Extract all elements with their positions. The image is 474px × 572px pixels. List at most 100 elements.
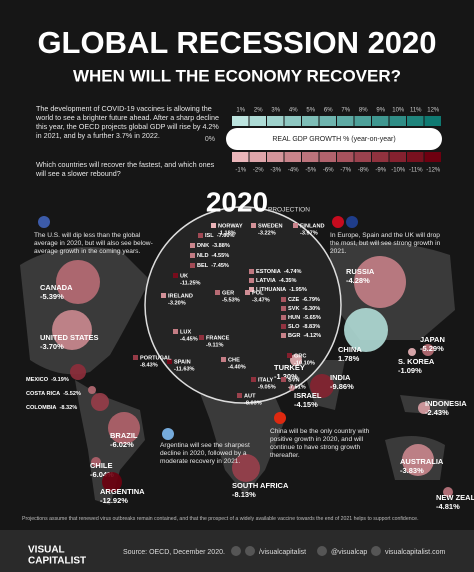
legend-cell — [249, 152, 266, 162]
country-label: BEL -7.45% — [197, 263, 229, 269]
country-swatch — [190, 243, 195, 248]
country-name: MEXICO — [26, 377, 49, 383]
country-value: -5.39% — [40, 292, 64, 301]
country-value: -1.18% — [218, 230, 236, 236]
instagram-icon — [317, 546, 327, 556]
legend-tick-label: -6% — [323, 168, 334, 174]
country — [108, 412, 140, 444]
twitter-icon — [245, 546, 255, 556]
legend-tick-label: 9% — [376, 108, 385, 114]
country-name: SWEDEN — [258, 223, 283, 229]
country-swatch — [173, 273, 178, 278]
legend-cell — [389, 152, 406, 162]
country — [56, 260, 100, 304]
legend-cell — [372, 116, 389, 126]
country — [52, 310, 92, 350]
country-name: NORWAY — [218, 223, 243, 229]
country-name: JAPAN — [420, 335, 445, 344]
country — [344, 308, 388, 352]
brand: VISUAL — [28, 545, 65, 556]
country-value: -9.05% — [258, 384, 276, 390]
legend-tick-label: -3% — [270, 168, 281, 174]
country-swatch — [287, 353, 292, 358]
country-name: CHINA — [338, 345, 362, 354]
country — [232, 454, 260, 482]
country-name: PORTUGAL — [140, 355, 172, 361]
country-value: -10.10% — [294, 360, 315, 366]
legend-tick-label: -11% — [409, 168, 423, 174]
country-name: CHE — [228, 357, 240, 363]
country-swatch — [173, 329, 178, 334]
country — [290, 354, 302, 366]
country-name: ISL — [205, 233, 214, 239]
legend-title: REAL GDP GROWTH % (year-on-year) — [272, 136, 395, 143]
legend-tick-label: 4% — [289, 108, 298, 114]
country — [88, 386, 96, 394]
legend-tick-label: -12% — [426, 168, 441, 174]
country-swatch — [249, 278, 254, 283]
country-value: -4.12% — [303, 333, 321, 339]
year: 2020 — [206, 186, 268, 217]
country-name: IRELAND — [168, 293, 193, 299]
country-name: SVK — [288, 306, 300, 312]
country-value: -7.45% — [211, 263, 229, 269]
legend-tick-label: 8% — [359, 108, 368, 114]
country-swatch — [211, 223, 216, 228]
country-name: TURKEY — [274, 363, 305, 372]
country-value: 1.78% — [338, 354, 360, 363]
country-name: BGR — [288, 333, 300, 339]
country-swatch — [249, 287, 254, 292]
legend-cell — [249, 116, 266, 126]
legend-cell — [424, 116, 441, 126]
country-label: COSTA RICA -5.52% — [26, 391, 81, 397]
country-name: SPAIN — [174, 359, 191, 365]
facebook-icon — [231, 546, 241, 556]
country-value: -12.92% — [100, 496, 128, 505]
footnote: Projections assume that renewed virus ou… — [22, 516, 419, 522]
country-label: NLD -4.55% — [197, 253, 229, 259]
country-value: -9.11% — [206, 342, 223, 348]
country-name: COSTA RICA — [26, 391, 60, 397]
legend-cell — [284, 116, 301, 126]
country-swatch — [281, 377, 286, 382]
country-name: CANADA — [40, 283, 73, 292]
country — [422, 344, 434, 356]
country-value: -6.04% — [90, 470, 114, 479]
projection: PROJECTION — [268, 207, 310, 214]
subtitle: WHEN WILL THE ECONOMY RECOVER? — [73, 66, 401, 85]
question: Which countries will recover the fastest… — [36, 160, 215, 178]
country — [443, 487, 453, 497]
country-value: -8.03% — [244, 400, 262, 406]
country — [102, 472, 122, 492]
legend-tick-label: -10% — [391, 168, 406, 174]
country-name: AUT — [244, 393, 256, 399]
note: In Europe, Spain and the UK will drop th… — [330, 232, 441, 255]
country — [418, 402, 430, 414]
country — [354, 256, 406, 308]
country-value: -4.55% — [212, 253, 230, 259]
country-swatch — [281, 315, 286, 320]
country-name: SOUTH AFRICA — [232, 481, 289, 490]
country-value: -8.32% — [59, 405, 77, 411]
country-label: SVK -6.30% — [288, 306, 320, 312]
country-value: -4.81% — [436, 502, 460, 511]
country-value: -9.19% — [51, 377, 69, 383]
country — [91, 457, 101, 467]
country-name: INDONESIA — [425, 399, 467, 408]
source: Source: OECD, December 2020. — [123, 549, 225, 556]
country-swatch — [199, 335, 204, 340]
legend-cell — [284, 152, 301, 162]
legend-cell — [372, 152, 389, 162]
legend-cell — [407, 152, 424, 162]
note: China will be the only country with posi… — [270, 428, 370, 459]
country-value: -8.13% — [232, 490, 256, 499]
country-name: FRANCE — [206, 335, 230, 341]
title: GLOBAL RECESSION 2020 — [37, 25, 436, 60]
country-swatch — [251, 223, 256, 228]
note: The U.S. will dip less than the global a… — [34, 232, 153, 255]
legend-tick-label: 7% — [341, 108, 350, 114]
flag-us — [38, 216, 50, 228]
legend-cell — [302, 116, 319, 126]
country — [289, 385, 295, 391]
country-swatch — [281, 324, 286, 329]
